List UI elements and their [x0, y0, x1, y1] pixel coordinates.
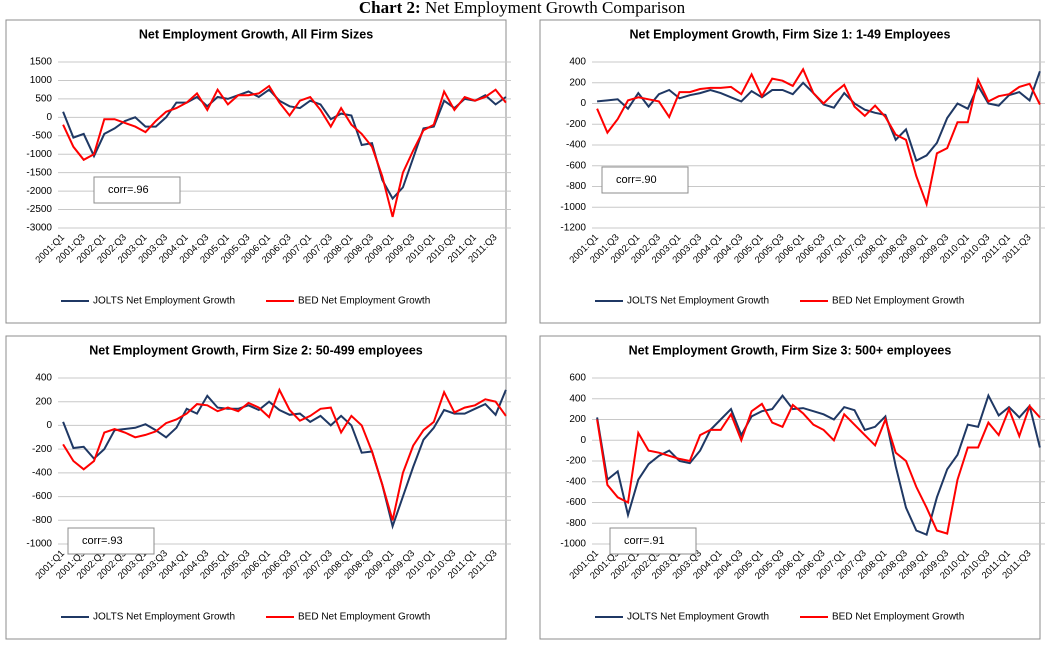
page-title: Chart 2: Net Employment Growth Compariso… [359, 0, 686, 17]
y-tick-label: -400 [566, 476, 586, 487]
series-line [596, 67, 1041, 208]
y-tick-label: -2000 [26, 186, 52, 197]
y-tick-label: -1500 [26, 167, 52, 178]
series-line [62, 389, 507, 530]
y-tick-label: 400 [35, 373, 52, 384]
y-tick-label: 400 [569, 57, 586, 68]
y-tick-label: 200 [569, 414, 586, 425]
y-tick-label: -800 [566, 181, 586, 192]
y-tick-label: -2500 [26, 204, 52, 215]
chart-title: Net Employment Growth, Firm Size 2: 50-4… [89, 343, 422, 357]
annotation-box [67, 527, 155, 555]
legend-label: JOLTS Net Employment Growth [93, 296, 235, 307]
y-tick-label: 1500 [30, 57, 53, 68]
y-tick-label: -1000 [560, 202, 586, 213]
annotation: corr=.91 [624, 535, 665, 547]
legend-label: BED Net Employment Growth [298, 612, 430, 623]
series-line [62, 88, 507, 201]
y-tick-label: 600 [569, 373, 586, 384]
y-tick-label: -200 [566, 119, 586, 130]
y-tick-label: -500 [32, 130, 52, 141]
annotation: corr=.90 [616, 174, 657, 186]
y-tick-label: -600 [566, 497, 586, 508]
y-tick-label: 200 [569, 77, 586, 88]
legend-label: JOLTS Net Employment Growth [93, 612, 235, 623]
y-tick-label: 500 [35, 94, 52, 105]
annotation: corr=.96 [108, 184, 149, 196]
y-tick-label: 0 [580, 435, 586, 446]
y-tick-label: -800 [566, 518, 586, 529]
y-tick-label: 200 [35, 396, 52, 407]
y-tick-label: -200 [566, 456, 586, 467]
y-tick-label: -400 [566, 140, 586, 151]
legend-label: JOLTS Net Employment Growth [627, 296, 769, 307]
y-tick-label: 0 [46, 112, 52, 123]
y-tick-label: 400 [569, 393, 586, 404]
series-line [62, 387, 507, 521]
panel-border [5, 335, 507, 640]
legend-label: BED Net Employment Growth [298, 296, 430, 307]
legend-label: BED Net Employment Growth [832, 612, 964, 623]
y-tick-label: 0 [580, 98, 586, 109]
legend-label: BED Net Employment Growth [832, 296, 964, 307]
y-tick-label: -1000 [26, 149, 52, 160]
y-tick-label: -800 [32, 515, 52, 526]
y-tick-label: -200 [32, 444, 52, 455]
y-tick-label: -600 [566, 160, 586, 171]
annotation: corr=.93 [82, 535, 123, 547]
y-tick-label: -1000 [560, 539, 586, 550]
panel-border [539, 335, 1041, 640]
chart-title: Net Employment Growth, Firm Size 3: 500+… [629, 343, 952, 357]
chart-title: Net Employment Growth, All Firm Sizes [139, 27, 373, 41]
chart-title: Net Employment Growth, Firm Size 1: 1-49… [630, 27, 951, 41]
title-label: Chart 2: [359, 0, 421, 17]
y-tick-label: -1200 [560, 223, 586, 234]
annotation-box [609, 527, 697, 555]
y-tick-label: -400 [32, 467, 52, 478]
y-tick-label: 1000 [30, 75, 53, 86]
panel-border [5, 19, 507, 324]
title-text: Net Employment Growth Comparison [425, 0, 686, 17]
series-line [62, 84, 507, 218]
series-line [596, 402, 1041, 535]
y-tick-label: 0 [46, 420, 52, 431]
annotation-box [93, 176, 181, 204]
y-tick-label: -1000 [26, 539, 52, 550]
y-tick-label: -600 [32, 491, 52, 502]
annotation-box [601, 166, 689, 194]
series-line [596, 393, 1041, 537]
y-tick-label: -3000 [26, 223, 52, 234]
legend-label: JOLTS Net Employment Growth [627, 612, 769, 623]
